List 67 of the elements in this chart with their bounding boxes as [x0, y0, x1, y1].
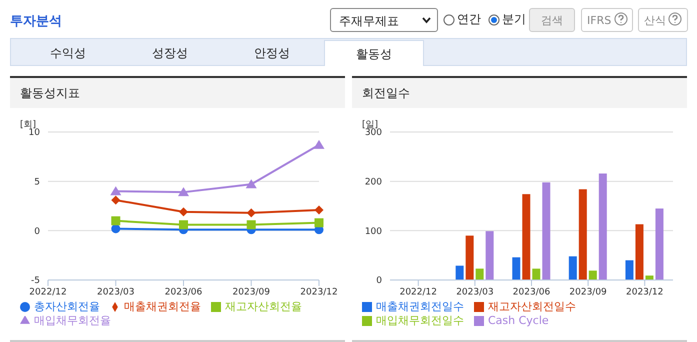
point	[111, 216, 120, 226]
bar	[635, 224, 644, 280]
y-tick-label: 0	[376, 276, 382, 286]
y-axis-title: [회]	[20, 119, 36, 130]
point	[314, 205, 324, 214]
x-tick-label: 2023/06	[512, 287, 550, 298]
legend-label: 재고자산회전일수	[488, 300, 576, 313]
legend-label: 재고자산회전율	[225, 300, 302, 313]
text: 연간	[457, 11, 481, 28]
point	[246, 220, 256, 230]
legend-label: 매출채권회전일수	[376, 300, 464, 313]
text: 활동성	[324, 40, 424, 66]
x-tick-label: 2023/03	[97, 287, 134, 298]
text: 투자분석	[10, 13, 62, 30]
x-tick-label: 2023/09	[232, 287, 270, 298]
bar	[542, 182, 550, 280]
point	[179, 220, 188, 230]
bar	[522, 194, 530, 280]
y-tick-label: -5	[31, 276, 40, 286]
legend-label: 총자산회전율	[34, 300, 100, 313]
bar	[588, 270, 597, 280]
select-field: 주재무제표	[330, 8, 438, 32]
bar	[466, 236, 474, 280]
bar	[486, 231, 494, 280]
text: 분기	[502, 11, 526, 28]
legend-label: 매출채권회전율	[124, 300, 201, 313]
point	[246, 179, 257, 188]
bar	[645, 276, 654, 280]
x-tick-label: 2023/09	[569, 287, 608, 298]
x-tick-label: 2023/06	[164, 287, 202, 298]
x-tick-label: 2023/12	[626, 287, 664, 298]
bar	[476, 268, 484, 280]
point	[314, 140, 324, 149]
bar	[532, 268, 540, 280]
legend-label: 매입채무회전율	[34, 314, 111, 327]
y-tick-label: 300	[364, 128, 382, 138]
x-tick-label: 2022/12	[29, 287, 67, 298]
point	[179, 207, 188, 216]
point	[110, 186, 122, 196]
bar	[568, 256, 577, 280]
bar	[578, 189, 587, 280]
text: 수익성	[49, 45, 87, 62]
y-tick-label: 100	[364, 226, 382, 237]
chart-title: 활동성지표	[10, 78, 345, 108]
x-tick-label: 2022/12	[400, 287, 437, 298]
legend-label: 매입채무회전일수	[376, 314, 464, 327]
point	[314, 218, 324, 228]
x-tick-label: 2023/03	[456, 287, 494, 298]
point	[111, 196, 120, 205]
y-tick-label: 0	[34, 226, 40, 237]
legend-label: Cash Cycle	[488, 314, 549, 327]
search-button: 검색	[529, 8, 575, 32]
bar	[655, 208, 664, 280]
bar	[456, 266, 464, 280]
chart-title: 회전일수	[352, 78, 687, 108]
y-tick-label: 10	[28, 128, 40, 138]
x-tick-label: 2023/12	[300, 287, 338, 298]
bar	[598, 173, 607, 280]
point	[246, 208, 256, 218]
bar	[512, 257, 520, 280]
y-axis-title: [일]	[362, 119, 378, 130]
text: 성장성	[151, 45, 189, 62]
text: 안정성	[253, 45, 291, 62]
y-tick-label: 5	[34, 178, 40, 188]
bar	[625, 260, 634, 280]
y-tick-label: 200	[364, 178, 382, 188]
point	[178, 187, 189, 196]
